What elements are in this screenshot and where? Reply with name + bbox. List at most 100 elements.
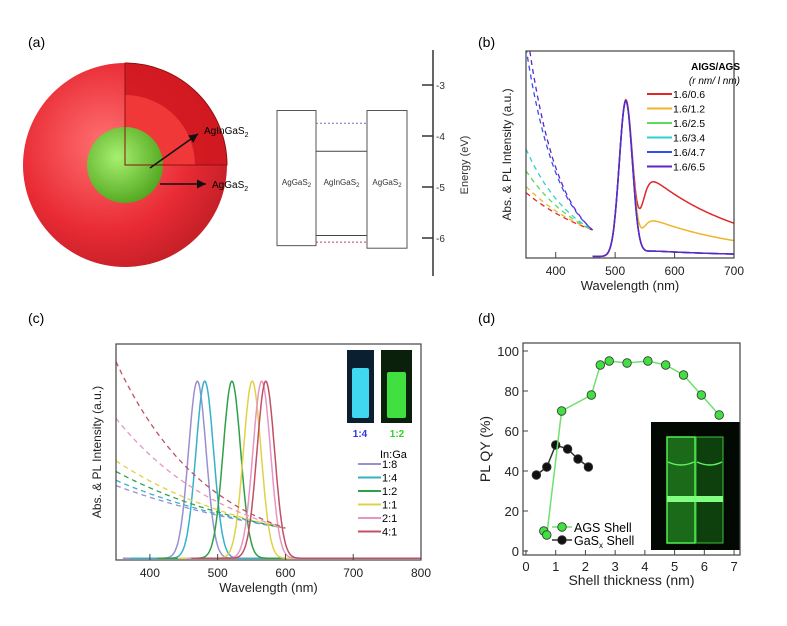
x-tick-label: 5: [671, 559, 678, 574]
vial-glow: [387, 372, 406, 418]
x-tick-label: 7: [730, 559, 737, 574]
y-tick-label: 20: [505, 504, 519, 519]
energy-tick-label: -6: [436, 234, 445, 245]
band-block-label: AgGaS2: [372, 178, 402, 189]
data-point-AGS Shell: [542, 530, 552, 540]
x-tick-label: 500: [605, 264, 625, 278]
panel-d-chart: (d) 0 1 2 3 4 5 6 7 0 20 40 60 80 100 Shell thickness (…: [477, 310, 741, 588]
data-point-AGS Shell: [586, 390, 597, 400]
curves: [116, 361, 421, 559]
legend-entry: 1:2: [382, 486, 397, 498]
data-point-AGS Shell: [714, 410, 724, 420]
x-tick-label: 600: [665, 264, 685, 278]
core-arrow: [149, 133, 199, 169]
y-axis-label: PL QY (%): [477, 416, 493, 482]
energy-tick-label: -4: [436, 132, 445, 143]
absorption-curve-4:1: [116, 361, 286, 529]
inset-label: 1:4: [353, 429, 368, 440]
data-point-GaS: [583, 462, 594, 472]
x-tick-label: 3: [612, 559, 619, 574]
inset-label: 1:2: [390, 429, 405, 440]
panel-a-label: (a): [28, 34, 45, 50]
legend-entry: AGS Shell: [574, 521, 632, 535]
energy-diagram: -3 -4 -5 -6 Energy (eV) AgGaS2 AgInGaS2 AgGaS2: [276, 50, 471, 276]
legend-entry: 1.6/6.5: [673, 162, 705, 174]
band-block-label: AgGaS2: [282, 178, 312, 189]
legend-entry: GaSx Shell: [574, 534, 634, 550]
legend-subtitle: (r nm/ l nm): [689, 76, 740, 87]
legend-entry: 1.6/3.4: [673, 133, 705, 145]
band-block: [366, 110, 408, 249]
panel-c-chart: (c) 400 500 600 700 800 Wavelength (nm) Abs. & …: [28, 310, 431, 595]
data-point-AGS Shell: [595, 360, 605, 370]
legend-entry: 2:1: [382, 513, 397, 525]
legend-title: AIGS/AGS: [691, 62, 740, 73]
data-point-GaS: [562, 444, 573, 454]
y-tick-label: 40: [505, 464, 519, 479]
vial-glow: [352, 368, 369, 418]
legend-entry: 1:4: [382, 473, 397, 485]
absorption-curve-1:4: [116, 479, 286, 529]
energy-tick-label: -3: [436, 81, 445, 92]
energy-tick-label: -5: [436, 183, 445, 194]
inset-photo-green-vial: [381, 350, 412, 423]
y-tick-label: 0: [512, 544, 519, 559]
core-label: AgInGaS2: [204, 126, 249, 139]
absorption-curve-1.6/6.5: [529, 51, 594, 231]
pl-curve-4:1: [191, 380, 421, 559]
shell-label: AgGaS2: [212, 180, 248, 193]
x-tick-label: 400: [546, 264, 566, 278]
absorption-curve-2:1: [116, 417, 286, 529]
data-point-AGS Shell: [604, 356, 614, 366]
x-tick-label: 4: [641, 559, 648, 574]
panel-label: (d): [478, 310, 495, 326]
legend-entry: 1.6/4.7: [673, 147, 705, 159]
data-point-GaS: [531, 470, 542, 480]
absorption-curve-1.6/2.5: [526, 170, 593, 231]
legend-entry: 1:1: [382, 500, 397, 512]
absorption-curve-1.6/4.7: [526, 51, 594, 231]
absorption-curve-1:2: [116, 470, 286, 529]
cuvette-right: [695, 436, 724, 544]
absorption-curve-1.6/3.4: [526, 148, 593, 231]
legend-entry: 4:1: [382, 527, 397, 539]
x-tick-label: 700: [343, 566, 363, 580]
data-point-GaS: [542, 462, 552, 472]
band-block-label: AgInGaS2: [324, 178, 360, 189]
data-point-AGS Shell: [556, 406, 567, 416]
meniscus: [667, 461, 723, 466]
legend-marker: [557, 535, 567, 545]
x-axis-label: Shell thickness (nm): [568, 572, 694, 588]
panel-b-chart: (b) 400 500 600 700 Wavelength (nm) Abs. & PL …: [478, 34, 744, 293]
plot-frame: [522, 342, 741, 556]
data-point-GaS: [573, 454, 583, 464]
x-tick-label: 6: [701, 559, 708, 574]
cuvette-glow-band: [667, 496, 723, 502]
data-point-AGS Shell: [643, 356, 653, 366]
legend-entry: 1.6/0.6: [673, 89, 705, 101]
band-block: [276, 110, 317, 247]
y-tick-label: 80: [505, 384, 519, 399]
x-tick-label: 600: [275, 566, 295, 580]
inset-photo-blue-vial: [347, 350, 374, 423]
y-axis-label: Abs. & PL Intensity (a.u.): [90, 386, 104, 518]
curves: [526, 51, 734, 258]
absorption-curve-1.6/0.6: [526, 192, 593, 231]
x-tick-label: 700: [724, 264, 744, 278]
plot-frame: [115, 343, 422, 561]
legend-entry: 1.6/1.2: [673, 104, 705, 116]
core-shell-sphere: [23, 62, 228, 267]
x-tick-label: 1: [552, 559, 559, 574]
cuvette-left: [666, 436, 696, 544]
panel-label: (b): [478, 34, 495, 50]
data-point-GaS: [550, 440, 561, 450]
legend-title: In:Ga: [380, 449, 408, 461]
x-tick-label: 500: [208, 566, 228, 580]
pl-curve-1.6/6.5: [592, 99, 734, 258]
x-tick-label: 800: [411, 566, 431, 580]
plot-frame: [525, 50, 735, 259]
data-point-AGS Shell: [660, 360, 671, 370]
y-axis-label: Abs. & PL Intensity (a.u.): [500, 88, 514, 220]
